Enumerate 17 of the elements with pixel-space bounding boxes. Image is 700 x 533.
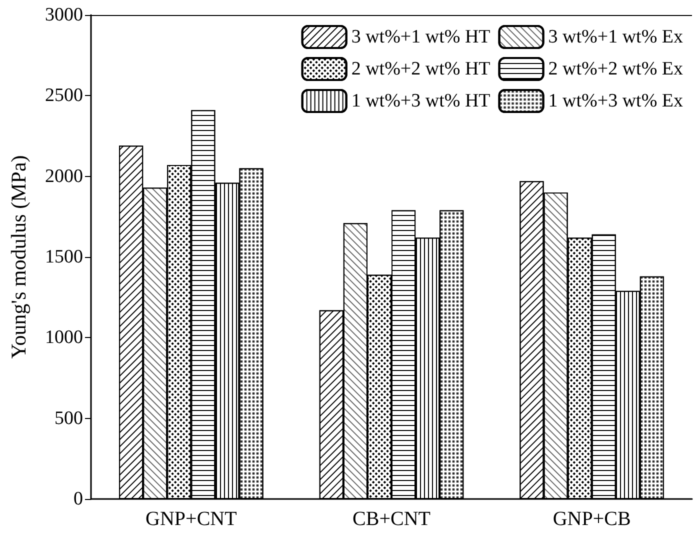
legend-label: 3 wt%+1 wt% HT xyxy=(351,26,491,48)
y-tick-label: 500 xyxy=(54,408,83,429)
y-tick-label: 0 xyxy=(74,488,83,510)
x-tick-label: GNP+CB xyxy=(552,508,631,530)
legend-label: 2 wt%+2 wt% Ex xyxy=(548,58,684,80)
y-tick-label: 3000 xyxy=(45,4,83,26)
x-tick-label: GNP+CNT xyxy=(146,508,237,530)
y-tick-label: 1500 xyxy=(45,246,83,268)
y-axis-title: Young's modulus (MPa) xyxy=(6,155,30,359)
legend-label: 1 wt%+3 wt% HT xyxy=(351,90,491,112)
legend-label: 3 wt%+1 wt% Ex xyxy=(548,26,684,48)
y-tick-label: 2500 xyxy=(45,85,83,106)
x-tick-label: CB+CNT xyxy=(352,508,430,530)
legend-label: 2 wt%+2 wt% HT xyxy=(351,58,491,80)
y-tick-label: 2000 xyxy=(45,166,83,187)
y-tick-label: 1000 xyxy=(45,327,83,348)
legend-label: 1 wt%+3 wt% Ex xyxy=(548,90,684,112)
